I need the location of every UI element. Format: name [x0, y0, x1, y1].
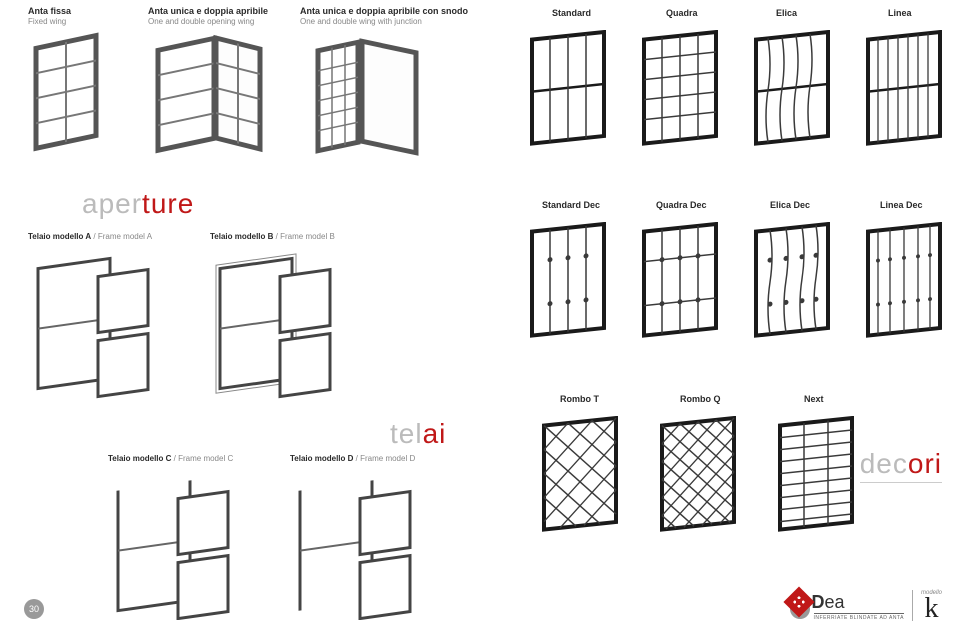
decori-label-standard-dec: Standard Dec	[542, 200, 600, 210]
decori-label-elica: Elica	[776, 8, 797, 18]
brand-logo: Dea INFERRIATE BLINDATE AD ANTA modello …	[788, 590, 942, 621]
label-it: Telaio modello A	[28, 232, 91, 241]
decori-label-standard: Standard	[552, 8, 591, 18]
aperture-heading: aperture	[82, 188, 194, 220]
frame-label-b: Telaio modello B / Frame model B	[210, 232, 335, 241]
aperture-diagram-junction	[312, 32, 432, 177]
label-it: Telaio modello C	[108, 454, 171, 463]
label-it: Telaio modello B	[210, 232, 273, 241]
logo-dea-icon	[783, 586, 814, 617]
aperture-label-0: Anta fissa Fixed wing	[28, 6, 71, 26]
logo-dea-tagline: INFERRIATE BLINDATE AD ANTA	[814, 613, 904, 621]
telai-heading: telai	[390, 418, 446, 450]
heading-accent: ori	[908, 448, 942, 479]
heading-base: dec	[860, 448, 908, 479]
decori-heading: decori	[860, 448, 942, 483]
label-it: Anta fissa	[28, 6, 71, 16]
label-it: Anta unica e doppia apribile con snodo	[300, 6, 468, 16]
grille-standard-dec	[528, 222, 608, 342]
frame-label-a: Telaio modello A / Frame model A	[28, 232, 152, 241]
label-en: One and double wing with junction	[300, 17, 468, 26]
frame-model-b	[210, 248, 360, 413]
heading-accent: ai	[423, 418, 447, 449]
label-en: Frame model B	[280, 232, 335, 241]
page-number-left: 30	[24, 599, 44, 619]
frame-model-d	[290, 470, 440, 625]
grille-linea-dec	[864, 222, 944, 342]
decori-label-linea-dec: Linea Dec	[880, 200, 923, 210]
grille-rombo-q	[658, 416, 738, 536]
label-it: Telaio modello D	[290, 454, 353, 463]
logo-modello-letter: k	[924, 596, 938, 621]
decori-label-rombo-t: Rombo T	[560, 394, 599, 404]
logo-dea-text: Dea	[812, 592, 845, 613]
decori-label-next: Next	[804, 394, 824, 404]
grille-quadra	[640, 30, 720, 150]
aperture-label-1: Anta unica e doppia apribile One and dou…	[148, 6, 268, 26]
grille-next	[776, 416, 856, 536]
grille-linea	[864, 30, 944, 150]
label-en: Frame model D	[360, 454, 415, 463]
grille-quadra-dec	[640, 222, 720, 342]
label-it: Anta unica e doppia apribile	[148, 6, 268, 16]
frame-model-c	[108, 470, 258, 625]
decori-label-rombo-q: Rombo Q	[680, 394, 721, 404]
logo-modello-k: modello k	[912, 590, 942, 621]
label-en: Frame model A	[98, 232, 152, 241]
frame-model-a	[28, 248, 178, 413]
decori-label-quadra: Quadra	[666, 8, 698, 18]
logo-dea: Dea INFERRIATE BLINDATE AD ANTA	[788, 591, 904, 621]
decori-label-linea: Linea	[888, 8, 912, 18]
grille-rombo-t	[540, 416, 620, 536]
frame-label-c: Telaio modello C / Frame model C	[108, 454, 233, 463]
aperture-label-2: Anta unica e doppia apribile con snodo O…	[300, 6, 468, 26]
aperture-diagram-fixed	[28, 32, 118, 167]
frame-label-d: Telaio modello D / Frame model D	[290, 454, 415, 463]
grille-elica	[752, 30, 832, 150]
decori-label-quadra-dec: Quadra Dec	[656, 200, 707, 210]
label-en: Fixed wing	[28, 17, 71, 26]
heading-base: aper	[82, 188, 142, 219]
label-en: Frame model C	[178, 454, 233, 463]
aperture-diagram-opening	[150, 32, 270, 177]
decori-label-elica-dec: Elica Dec	[770, 200, 810, 210]
label-en: One and double opening wing	[148, 17, 268, 26]
grille-standard	[528, 30, 608, 150]
grille-elica-dec	[752, 222, 832, 342]
heading-base: tel	[390, 418, 423, 449]
heading-accent: ture	[142, 188, 194, 219]
